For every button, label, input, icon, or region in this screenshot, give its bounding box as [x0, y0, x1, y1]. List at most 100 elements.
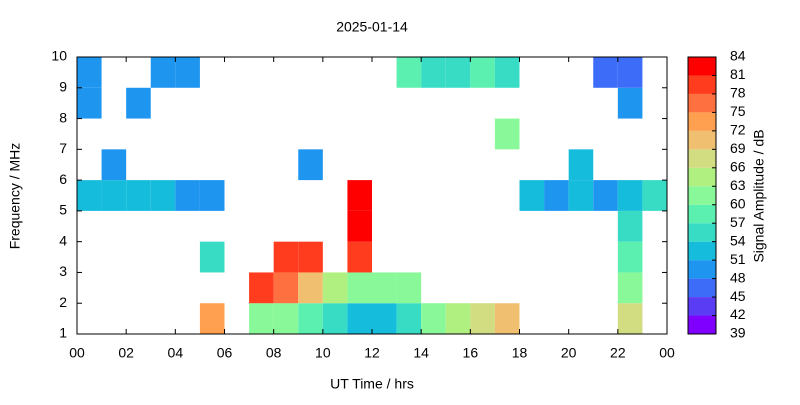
colorbar-tick-label: 78 [730, 85, 746, 101]
heat-cell [396, 303, 422, 334]
heat-cell [617, 241, 643, 273]
heat-cell [372, 303, 397, 334]
y-tick-label: 5 [59, 202, 67, 218]
heat-cell [347, 210, 372, 242]
heat-cell [298, 149, 323, 181]
y-axis-label: Frequency / MHz [7, 143, 23, 250]
heat-cell [617, 87, 643, 119]
colorbar-tick-label: 72 [730, 122, 746, 138]
x-tick-label: 00 [69, 345, 85, 361]
heat-cell [494, 303, 520, 334]
heat-cell [421, 57, 446, 88]
heat-cell [470, 57, 495, 88]
x-tick-label: 02 [118, 345, 134, 361]
heat-cell [372, 272, 397, 304]
heat-cell [249, 303, 274, 334]
heat-cell [298, 303, 323, 334]
y-tick-label: 1 [59, 325, 67, 341]
colorbar-band [688, 93, 716, 113]
y-tick-label: 8 [59, 109, 67, 125]
heat-cell [298, 241, 323, 273]
y-tick-label: 4 [59, 232, 67, 248]
heat-cell [617, 272, 643, 304]
colorbar-tick-label: 75 [730, 103, 746, 119]
heat-cell [568, 149, 594, 181]
x-tick-label: 12 [364, 345, 380, 361]
heat-cell [347, 303, 372, 334]
colorbar-tick-label: 45 [730, 288, 746, 304]
colorbar-band [688, 315, 716, 334]
colorbar-tick-label: 48 [730, 269, 746, 285]
heat-cell [273, 241, 299, 273]
colorbar-tick-label: 81 [730, 66, 746, 82]
colorbar-tick-label: 66 [730, 159, 746, 175]
chart-title: 2025-01-14 [336, 19, 408, 35]
colorbar-tick-label: 63 [730, 177, 746, 193]
colorbar-band [688, 149, 716, 168]
heat-cell [347, 241, 372, 273]
x-tick-label: 04 [168, 345, 184, 361]
heat-cell [544, 180, 569, 211]
heat-cell [273, 272, 299, 304]
heat-cell [249, 272, 274, 304]
heat-cell [77, 57, 102, 88]
colorbar-band [688, 297, 716, 316]
heat-cell [421, 303, 446, 334]
y-tick-label: 7 [59, 140, 67, 156]
heat-cell [150, 57, 176, 88]
heat-cell [322, 303, 348, 334]
heat-cell [617, 57, 643, 88]
colorbar-tick-label: 42 [730, 306, 746, 322]
x-tick-label: 18 [512, 345, 528, 361]
heat-cell [347, 180, 372, 211]
heat-cell [322, 272, 348, 304]
heat-cell [445, 303, 471, 334]
heat-cell [396, 272, 422, 304]
y-tick-label: 10 [51, 48, 67, 64]
heat-cell [199, 303, 225, 334]
heat-cell [126, 87, 151, 119]
x-tick-label: 00 [659, 345, 675, 361]
colorbar-band [688, 260, 716, 279]
y-tick-label: 6 [59, 171, 67, 187]
heat-cell [175, 180, 200, 211]
heat-cell [470, 303, 495, 334]
y-tick-label: 3 [59, 263, 67, 279]
colorbar-band [688, 167, 716, 187]
x-axis-label: UT Time / hrs [330, 376, 414, 392]
x-tick-label: 10 [315, 345, 331, 361]
heat-cell [298, 272, 323, 304]
heat-cell [199, 180, 225, 211]
heat-cell [175, 57, 200, 88]
heat-cell [150, 180, 176, 211]
heat-cell [617, 303, 643, 334]
x-tick-label: 08 [266, 345, 282, 361]
y-tick-label: 9 [59, 78, 67, 94]
x-tick-label: 20 [561, 345, 577, 361]
heat-cell [396, 57, 422, 88]
heat-cell [642, 180, 667, 211]
heat-cell [101, 180, 127, 211]
colorbar-tick-label: 39 [730, 325, 746, 341]
heat-cell [445, 57, 471, 88]
heat-cell [126, 180, 151, 211]
colorbar-band [688, 57, 716, 76]
colorbar-band [688, 241, 716, 261]
heat-cell [273, 303, 299, 334]
colorbar-band [688, 75, 716, 94]
colorbar-tick-label: 54 [730, 232, 746, 248]
x-tick-label: 14 [413, 345, 429, 361]
heat-cell [617, 180, 643, 211]
colorbar-band [688, 112, 716, 131]
heat-cell [593, 57, 618, 88]
colorbar-band [688, 223, 716, 242]
colorbar-tick-label: 84 [730, 48, 746, 64]
colorbar-band [688, 204, 716, 224]
x-tick-label: 22 [610, 345, 626, 361]
colorbar-tick-label: 57 [730, 214, 746, 230]
heat-cell [593, 180, 618, 211]
heat-cell [494, 118, 520, 150]
heat-cell [199, 241, 225, 273]
heat-cell [568, 180, 594, 211]
colorbar-tick-label: 51 [730, 251, 746, 267]
